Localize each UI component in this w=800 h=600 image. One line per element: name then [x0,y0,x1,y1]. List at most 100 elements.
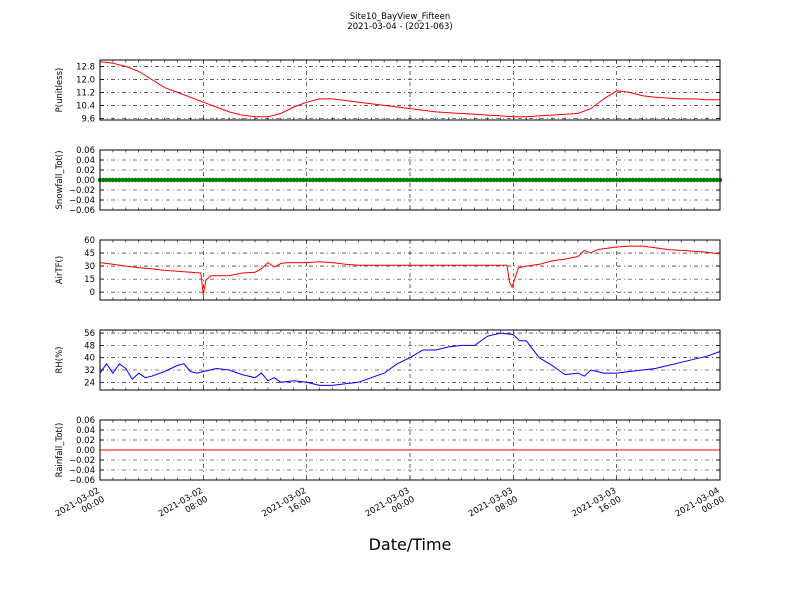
series-point [446,177,451,183]
series-point [643,177,648,183]
series-point [398,177,403,183]
series-point [440,177,445,183]
x-axis-label: Date/Time [369,535,452,554]
series-point [304,177,309,183]
series-point [527,177,532,183]
series-point [327,177,332,183]
figure-subtitle: 2021-03-04 - (2021-063) [347,22,452,32]
series-point [233,177,238,183]
series-point [310,177,316,183]
series-point [533,177,539,183]
y-tick-label: 0.02 [76,436,95,446]
y-tick-label: 30 [84,262,95,272]
series-point [220,177,225,183]
series-point [578,177,584,183]
series-point [217,177,222,183]
series-point [649,177,655,183]
series-point [362,177,367,183]
y-tick-label: −0.02 [69,186,95,196]
series-point [417,177,422,183]
series-point [659,177,665,183]
series-point [553,177,558,183]
series-point [256,177,261,183]
series-point [498,177,503,183]
y-tick-label: 0.04 [76,156,95,166]
series-point [646,177,652,183]
series-point [175,177,180,183]
x-tick-label: 2021-03-0208:00 [157,486,210,528]
series-point [275,177,280,183]
series-point [375,177,380,183]
series-point [540,177,545,183]
y-tick-label: 12.0 [76,75,95,85]
series-point [330,177,335,183]
series-point [184,177,190,183]
series-point [369,177,374,183]
series-point [349,177,355,183]
series-point [562,177,568,183]
series-point [501,177,506,183]
series-point [172,177,177,183]
series-point [372,177,377,183]
series-point [165,177,171,183]
series-point [633,177,639,183]
series-point [604,177,610,183]
series-point [653,177,658,183]
series-point [407,177,413,183]
series-point [194,177,200,183]
series-point [162,177,167,183]
series-point [113,177,119,183]
series-point [585,177,590,183]
plot-frame [99,239,721,301]
series-point [249,177,254,183]
series-point [159,177,164,183]
series-point [520,177,526,183]
series-point [637,177,642,183]
series-point [146,177,151,183]
series-point [101,177,106,183]
x-tick-label: 2021-03-0300:00 [364,486,417,528]
series-point [691,177,697,183]
y-tick-label: 0.06 [76,416,95,426]
series-point [488,177,493,183]
series-point [223,177,229,183]
series-point [656,177,661,183]
y-tick-label: 0.00 [76,176,95,186]
series-point [420,177,426,183]
series-point [136,177,141,183]
y-tick-label: 11.2 [76,88,95,98]
y-tick-label: −0.06 [69,206,95,216]
series-point [556,177,561,183]
y-tick-label: 60 [84,236,95,246]
y-tick-label: −0.04 [69,466,95,476]
series-point [491,177,497,183]
series-point [268,177,274,183]
series-point [262,177,267,183]
y-tick-label: 0 [90,288,95,298]
series-point [711,177,716,183]
x-tick-label: 2021-03-0400:00 [674,486,727,528]
series-line [99,332,721,386]
series-point [130,177,135,183]
series-point [152,177,158,183]
series-point [204,177,209,183]
series-point [291,177,296,183]
series-point [504,177,510,183]
series-point [595,177,600,183]
panel-airtemp: 0 15 30 45 60 AirTF() [55,236,721,301]
series-point [507,177,513,183]
y-axis-label: Rainfall_Tot() [55,423,65,478]
series-point [188,177,193,183]
y-tick-label: 0.00 [76,446,95,456]
series-point [698,177,703,183]
series-point [475,177,481,183]
y-tick-label: 24 [84,378,95,388]
series-point [427,177,432,183]
series-point [443,177,448,183]
series-point [494,177,500,183]
series-point [436,177,442,183]
x-tick-label: 2021-03-0308:00 [467,486,520,528]
y-tick-label: −0.06 [69,476,95,486]
series-point [559,177,564,183]
series-point [430,177,435,183]
